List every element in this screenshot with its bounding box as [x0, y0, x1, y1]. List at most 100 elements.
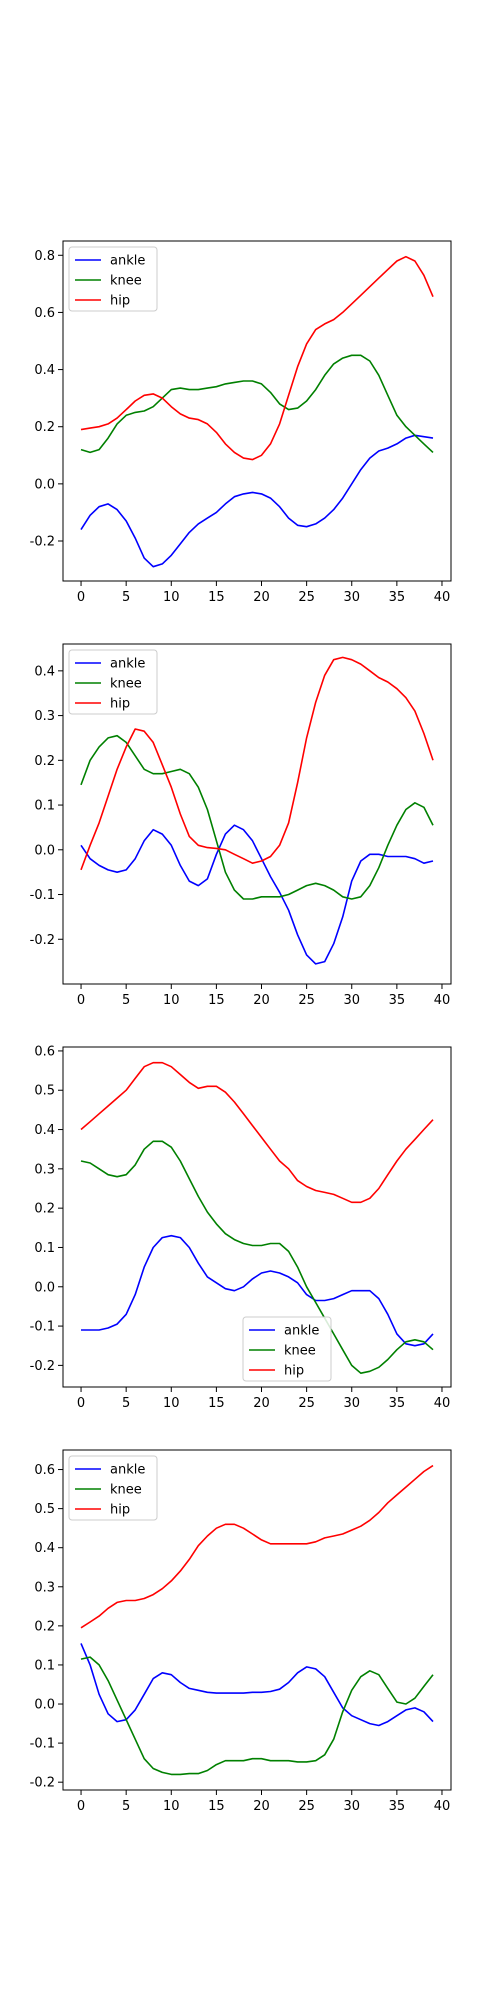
- x-tick-label: 0: [77, 1799, 85, 1814]
- x-tick-label: 20: [253, 993, 270, 1008]
- axes-frame: [62, 240, 452, 582]
- series-line-ankle: [80, 1643, 434, 1727]
- x-tick-label: 30: [343, 993, 360, 1008]
- y-tick-label: 0.1: [34, 1658, 55, 1673]
- x-tick-label: 25: [298, 1396, 315, 1411]
- y-tick-label: 0.4: [34, 1541, 55, 1556]
- y-tick-label: -0.1: [30, 1737, 55, 1752]
- legend-label-hip: hip: [110, 294, 130, 309]
- series-line-hip: [80, 1061, 434, 1204]
- axes-frame: [62, 1046, 452, 1388]
- x-tick-label: 0: [77, 590, 85, 605]
- y-tick-label: 0.4: [34, 1123, 55, 1138]
- legend: ankle knee hip: [68, 649, 158, 715]
- y-tick-label: 0.2: [34, 1202, 55, 1217]
- y-tick-label: 0.0: [34, 1280, 55, 1295]
- y-tick-label: 0.0: [34, 477, 55, 492]
- series-line-knee: [80, 1140, 434, 1374]
- axes-frame: [62, 643, 452, 985]
- x-tick-label: 15: [208, 1799, 225, 1814]
- x-tick-label: 40: [434, 1799, 451, 1814]
- x-tick-label: 10: [163, 993, 180, 1008]
- legend-label-hip: hip: [110, 697, 130, 712]
- series-line-hip: [80, 1464, 434, 1629]
- x-tick-label: 30: [343, 1396, 360, 1411]
- y-tick-label: 0.6: [34, 1463, 55, 1478]
- chart-panel-4: 0 5 10 15 20 25 30 35 40 -0.2 -0.1 0.0 0.1 0.2 0.3 0.4 0…: [30, 1449, 452, 1814]
- x-tick-label: 5: [122, 993, 130, 1008]
- x-tick-label: 35: [389, 1396, 406, 1411]
- x-tick-label: 35: [389, 1799, 406, 1814]
- y-tick-label: 0.0: [34, 843, 55, 858]
- legend-box: [68, 1455, 158, 1521]
- x-tick-label: 40: [434, 590, 451, 605]
- x-tick-label: 20: [253, 1396, 270, 1411]
- x-tick-label: 30: [343, 590, 360, 605]
- legend-label-knee: knee: [284, 1344, 316, 1359]
- series-line-knee: [80, 354, 434, 454]
- legend-box: [242, 1316, 332, 1382]
- y-tick-label: 0.5: [34, 1084, 55, 1099]
- x-tick-label: 0: [77, 1396, 85, 1411]
- x-tick-label: 15: [208, 993, 225, 1008]
- x-tick-label: 10: [163, 1799, 180, 1814]
- legend-label-ankle: ankle: [110, 657, 145, 672]
- x-tick-label: 5: [122, 1799, 130, 1814]
- chart-panel-3: 0 5 10 15 20 25 30 35 40 -0.2 -0.1 0.0 0.1 0.2 0.3 0.4 0…: [30, 1044, 452, 1411]
- chart-panel-2: 0 5 10 15 20 25 30 35 40 -0.2 -0.1 0.0 0.1 0.2 0.3 0.4 a…: [30, 643, 452, 1008]
- x-tick-label: 25: [298, 993, 315, 1008]
- series-line-hip: [80, 255, 434, 461]
- series-line-ankle: [80, 824, 434, 965]
- y-tick-label: 0.1: [34, 1241, 55, 1256]
- x-tick-label: 40: [434, 1396, 451, 1411]
- y-tick-label: -0.1: [30, 888, 55, 903]
- x-tick-label: 40: [434, 993, 451, 1008]
- y-tick-label: -0.2: [30, 933, 55, 948]
- legend-label-hip: hip: [284, 1364, 304, 1379]
- legend-label-ankle: ankle: [284, 1324, 319, 1339]
- y-tick-label: 0.3: [34, 1162, 55, 1177]
- legend-label-knee: knee: [110, 677, 142, 692]
- x-tick-label: 5: [122, 1396, 130, 1411]
- axes-frame: [62, 1449, 452, 1791]
- series-line-ankle: [81, 1234, 434, 1347]
- y-tick-label: 0.1: [34, 799, 55, 814]
- series-line-hip: [80, 656, 434, 871]
- y-tick-label: 0.0: [34, 1698, 55, 1713]
- y-tick-label: 0.5: [34, 1502, 55, 1517]
- legend-box: [68, 246, 158, 312]
- y-tick-label: 0.2: [34, 420, 55, 435]
- x-tick-label: 20: [253, 590, 270, 605]
- chart-panel-1: 0 5 10 15 20 25 30 35 40 -0.2 0.0 0.2 0.4 0.6 0.8 ankle…: [30, 240, 452, 605]
- x-tick-label: 35: [389, 993, 406, 1008]
- x-tick-label: 25: [298, 590, 315, 605]
- legend-label-hip: hip: [110, 1503, 130, 1518]
- legend: ankle knee hip: [68, 1455, 158, 1521]
- legend-label-knee: knee: [110, 274, 142, 289]
- y-tick-label: 0.2: [34, 754, 55, 769]
- legend-label-knee: knee: [110, 1483, 142, 1498]
- x-tick-label: 10: [163, 590, 180, 605]
- y-tick-label: 0.3: [34, 709, 55, 724]
- y-tick-label: -0.1: [30, 1320, 55, 1335]
- x-tick-label: 20: [253, 1799, 270, 1814]
- x-tick-label: 5: [122, 590, 130, 605]
- x-tick-label: 30: [343, 1799, 360, 1814]
- x-tick-label: 15: [208, 1396, 225, 1411]
- legend-label-ankle: ankle: [110, 254, 145, 269]
- y-tick-label: 0.3: [34, 1580, 55, 1595]
- y-tick-label: 0.2: [34, 1619, 55, 1634]
- x-tick-label: 0: [77, 993, 85, 1008]
- series-line-knee: [80, 1656, 434, 1776]
- y-tick-label: -0.2: [30, 1359, 55, 1374]
- y-tick-label: -0.2: [30, 1776, 55, 1791]
- y-tick-label: 0.8: [34, 249, 55, 264]
- series-line-knee: [80, 734, 434, 900]
- legend-box: [68, 649, 158, 715]
- y-tick-label: 0.4: [34, 363, 55, 378]
- x-tick-label: 15: [208, 590, 225, 605]
- series-line-ankle: [80, 434, 434, 568]
- y-tick-label: 0.6: [34, 306, 55, 321]
- legend: ankle knee hip: [68, 246, 158, 312]
